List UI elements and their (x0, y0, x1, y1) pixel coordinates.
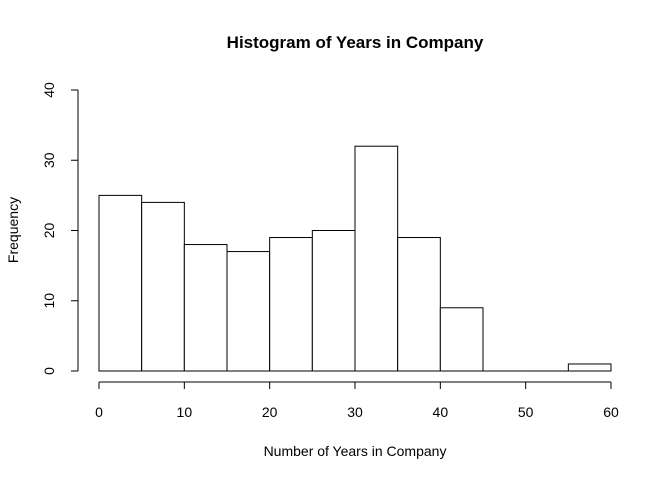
x-tick-label: 10 (177, 404, 193, 420)
histogram-bar (354, 145, 399, 372)
y-tick-label: 30 (41, 152, 57, 168)
histogram-bar (183, 244, 228, 372)
histogram-bar (567, 363, 612, 372)
histogram-bar (98, 194, 143, 372)
y-tick-label: 40 (41, 82, 57, 98)
x-tick-label: 0 (95, 404, 103, 420)
x-tick-label: 30 (347, 404, 363, 420)
histogram-bar (397, 237, 441, 372)
x-tick-label: 60 (603, 404, 619, 420)
y-tick-label: 20 (41, 223, 57, 239)
histogram-bar (311, 230, 356, 372)
y-tick-label: 0 (41, 367, 57, 375)
histogram-bar (226, 251, 271, 372)
histogram-bar (269, 237, 313, 372)
y-axis: 0 10 20 30 40 (41, 82, 79, 375)
histogram-bar (141, 201, 185, 372)
y-tick-label: 10 (41, 293, 57, 309)
chart-title: Histogram of Years in Company (227, 33, 484, 52)
x-axis: 0 10 20 30 40 50 60 (95, 381, 619, 420)
x-tick-label: 40 (433, 404, 449, 420)
x-axis-label: Number of Years in Company (264, 443, 447, 459)
y-axis-label: Frequency (5, 197, 21, 263)
x-tick-label: 20 (262, 404, 278, 420)
bars-group (98, 145, 612, 372)
x-tick-label: 50 (518, 404, 534, 420)
histogram-bar (439, 307, 484, 372)
